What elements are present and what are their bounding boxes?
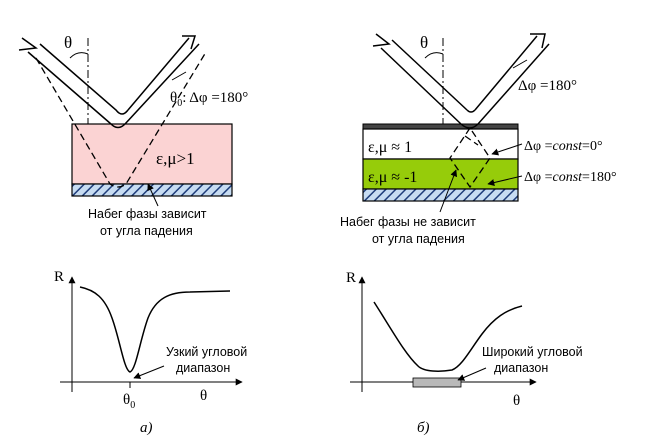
dashed-beam-b xyxy=(449,127,491,189)
phase-label-a: θ0: Δφ =180° xyxy=(170,90,248,109)
beam-turn-inner-b xyxy=(466,109,476,113)
phase-tick-b xyxy=(512,59,528,69)
caption-b: б) xyxy=(417,420,430,436)
note-line1-b: Набег фазы не зависит xyxy=(340,215,476,229)
phase-tick-a xyxy=(171,71,187,81)
phase-label-b: Δφ =180° xyxy=(518,78,577,94)
layer1-label-b: ε,μ ≈ 1 xyxy=(368,139,412,156)
caption-a: а) xyxy=(140,420,153,436)
range-pointer-a xyxy=(133,365,165,379)
range-note1-b: Широкий угловой xyxy=(482,345,583,359)
hatch-substrate-a xyxy=(71,183,233,197)
axis-y-label-a: R xyxy=(54,269,64,285)
note-line2-a: от угла падения xyxy=(100,224,193,238)
reflected-beam-outer-a xyxy=(124,43,200,125)
axis-y-label-b: R xyxy=(346,270,356,286)
reflectance-curve-b xyxy=(373,301,523,372)
beam-arrow-in-a xyxy=(18,37,39,51)
note-line1-a: Набег фазы зависит xyxy=(88,207,207,221)
phase2-pointer-b xyxy=(487,175,523,186)
reflected-beam-inner-b xyxy=(474,35,538,111)
beam-arrow-out-b xyxy=(530,33,546,49)
note-line2-b: от угла падения xyxy=(372,232,465,246)
range-note1-a: Узкий угловой xyxy=(166,345,247,359)
range-note2-b: диапазон xyxy=(494,361,548,375)
incident-beam-inner-a xyxy=(39,43,129,115)
axis-x-label-a: θ xyxy=(200,388,207,404)
incident-beam-outer-b xyxy=(380,47,462,125)
note-pointer-b xyxy=(439,169,458,213)
angle-arc-b xyxy=(424,52,444,59)
panel-b: θ Δφ =180° ε,μ ≈ 1 ε,μ ≈ -1 Δφ =const=0°… xyxy=(340,33,617,436)
note-pointer-a xyxy=(147,183,159,207)
dashed-beam-a xyxy=(35,51,207,188)
theta-label-b: θ xyxy=(420,33,428,52)
range-note2-a: диапазон xyxy=(176,361,230,375)
reflected-beam-outer-b xyxy=(477,43,550,125)
top-plate-b xyxy=(362,123,519,130)
reflectance-curve-a xyxy=(79,286,231,373)
panel-a: θ θ0: Δφ =180° ε,μ>1 Набег фазы зависит … xyxy=(18,33,248,436)
bandwidth-bar-b xyxy=(412,377,462,388)
incident-beam-inner-b xyxy=(391,39,468,111)
range-pointer-b xyxy=(457,367,487,381)
layer2-label-b: ε,μ ≈ -1 xyxy=(368,169,417,186)
hatch-substrate-b xyxy=(362,188,519,202)
beam-turn-a xyxy=(110,123,126,129)
beam-arrow-out-a xyxy=(182,35,197,50)
tick-label-a: θ0 xyxy=(123,392,135,411)
incident-beam-outer-a xyxy=(27,51,112,125)
phase2-label-b: Δφ =const=180° xyxy=(524,170,617,185)
phase1-pointer-b xyxy=(491,143,523,156)
angle-arc-a xyxy=(69,52,89,59)
pink-layer xyxy=(71,123,233,185)
theta-label-a: θ xyxy=(64,33,72,52)
phase1-label-b: Δφ =const=0° xyxy=(524,139,603,154)
reflected-beam-inner-a xyxy=(127,37,190,111)
medium-label-a: ε,μ>1 xyxy=(156,149,195,168)
beam-arrow-in-b xyxy=(372,33,391,47)
dashed-arrow-b xyxy=(464,135,479,146)
axis-x-label-b: θ xyxy=(513,393,520,409)
